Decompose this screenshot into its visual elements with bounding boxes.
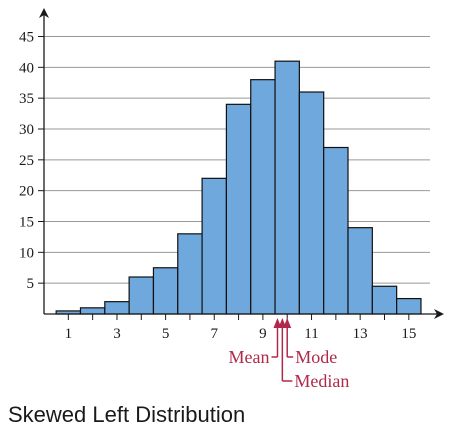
y-tick-label: 5 (27, 276, 35, 292)
histogram-bar (396, 297, 422, 315)
histogram-bar (177, 233, 203, 315)
mean-label: Mean (228, 347, 269, 367)
x-tick-label: 9 (259, 326, 267, 342)
x-tick-label: 1 (65, 326, 73, 342)
x-tick-label: 13 (353, 326, 368, 342)
x-tick-label: 5 (162, 326, 170, 342)
histogram-bars (55, 60, 422, 315)
y-tick-label: 40 (19, 60, 34, 76)
x-tick-label: 7 (210, 326, 218, 342)
histogram-bar (298, 91, 325, 315)
x-tick-label: 3 (113, 326, 121, 342)
mode-label: Mode (295, 347, 337, 367)
y-tick-label: 20 (19, 184, 34, 200)
chart-caption: Skewed Left Distribution (8, 402, 246, 427)
y-tick-label: 30 (19, 122, 34, 138)
axes (39, 8, 444, 320)
histogram-bar (79, 307, 106, 315)
histogram-bar (104, 301, 130, 315)
y-tick-label: 15 (19, 215, 34, 231)
histogram-bar (201, 177, 228, 315)
y-tick-label: 10 (19, 245, 34, 261)
histogram-bar (152, 267, 179, 315)
y-tick-label: 25 (19, 153, 34, 169)
y-tick-label: 35 (19, 91, 34, 107)
histogram-bar (128, 276, 155, 315)
x-tick-label: 11 (304, 326, 318, 342)
histogram-bar (347, 227, 373, 315)
histogram-bar (371, 285, 398, 315)
x-tick-label: 15 (401, 326, 416, 342)
annotations: Mean Median Mode (228, 318, 349, 391)
histogram-bar (323, 146, 349, 315)
histogram-bar (250, 79, 276, 315)
histogram-bar (225, 103, 252, 315)
y-tick-label: 45 (19, 30, 34, 46)
mode-arrow-head (283, 318, 292, 328)
median-label: Median (294, 371, 349, 391)
histogram-bar (274, 60, 300, 315)
